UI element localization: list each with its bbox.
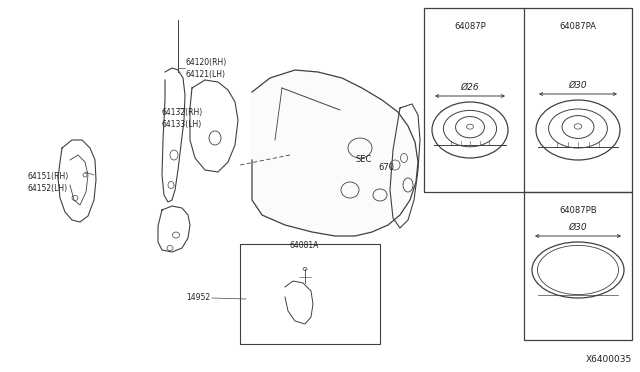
- Text: 64087PB: 64087PB: [559, 206, 597, 215]
- Text: 14952: 14952: [186, 294, 210, 302]
- Text: 64087P: 64087P: [454, 22, 486, 31]
- Text: 64087PA: 64087PA: [559, 22, 596, 31]
- Polygon shape: [252, 70, 418, 236]
- Text: 670: 670: [378, 164, 394, 173]
- Bar: [240, 244, 380, 344]
- Text: Ø30: Ø30: [569, 223, 588, 232]
- Text: 64081A: 64081A: [289, 241, 319, 250]
- Text: 64132(RH)
64133(LH): 64132(RH) 64133(LH): [162, 108, 204, 129]
- Text: 64120(RH)
64121(LH): 64120(RH) 64121(LH): [185, 58, 227, 79]
- Bar: [524, 192, 632, 340]
- Text: Ø30: Ø30: [569, 81, 588, 90]
- Text: X6400035: X6400035: [586, 355, 632, 364]
- Text: SEC: SEC: [356, 155, 372, 164]
- Bar: [424, 8, 632, 192]
- Text: 64151(RH)
64152(LH): 64151(RH) 64152(LH): [28, 172, 69, 193]
- Text: Ø26: Ø26: [461, 83, 479, 92]
